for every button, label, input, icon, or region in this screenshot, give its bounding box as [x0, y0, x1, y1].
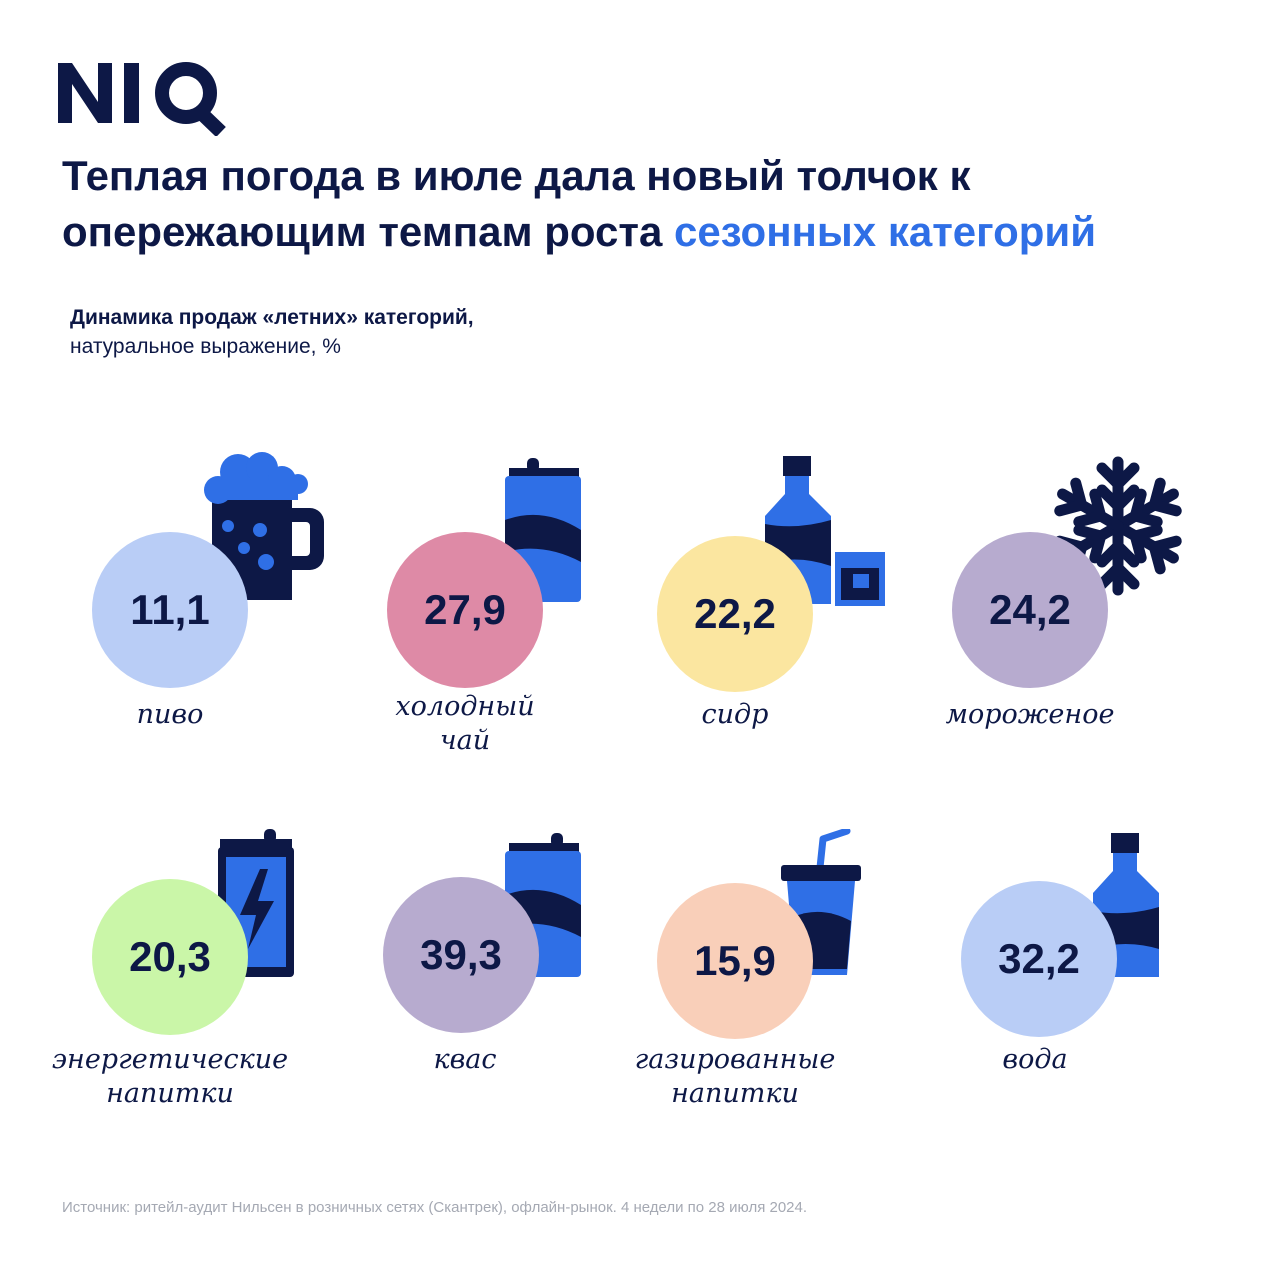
subtitle-line-1: Динамика продаж «летних» категорий,	[70, 306, 474, 329]
category-label: энергетические напитки	[40, 1043, 300, 1111]
value-circle: 22,2	[657, 536, 813, 692]
title-highlight: сезонных категорий	[673, 208, 1097, 255]
label-line: квас	[433, 1044, 497, 1075]
category-item: 27,9 холодный чай	[335, 450, 595, 756]
category-item: 24,2 мороженое	[900, 450, 1160, 730]
value-circle: 39,3	[383, 877, 539, 1033]
category-item: 22,2 сидр	[605, 450, 885, 732]
category-label: сидр	[605, 698, 865, 732]
category-item: 39,3 квас	[335, 825, 595, 1105]
category-label: квас	[335, 1043, 595, 1077]
value-label: 11,1	[130, 586, 210, 633]
subtitle-line-2: натуральное выражение, %	[70, 335, 341, 358]
chart-subtitle: Динамика продаж «летних» категорий, нату…	[70, 303, 474, 361]
category-label: пиво	[40, 698, 300, 732]
value-circle: 32,2	[961, 881, 1117, 1037]
value-label: 22,2	[694, 590, 776, 637]
source-note: Источник: ритейл-аудит Нильсен в розничн…	[62, 1199, 808, 1216]
value-label: 20,3	[129, 933, 211, 980]
soda-cup-icon	[781, 829, 861, 975]
value-label: 15,9	[694, 937, 776, 984]
label-line: газированные	[634, 1044, 836, 1075]
energy-can-icon	[218, 829, 294, 977]
snowflake-icon	[1046, 456, 1190, 598]
niq-logo	[58, 62, 226, 136]
category-label: газированные напитки	[605, 1043, 865, 1111]
page-title: Теплая погода в июле дала новый толчок к…	[62, 148, 1242, 260]
label-line: мороженое	[945, 699, 1115, 730]
label-line: пиво	[136, 699, 204, 730]
title-text: Теплая погода в июле дала новый толчок к…	[62, 152, 971, 255]
value-circle: 24,2	[952, 532, 1108, 688]
value-label: 24,2	[989, 586, 1071, 633]
label-line: энергетические	[51, 1044, 289, 1075]
bottle-glass-icon	[765, 456, 885, 606]
value-circle: 20,3	[92, 879, 248, 1035]
label-line: напитки	[671, 1078, 799, 1109]
label-line: вода	[1002, 1044, 1068, 1075]
label-line: холодный	[395, 691, 535, 722]
value-circle: 27,9	[387, 532, 543, 688]
category-item: 32,2 вода	[905, 825, 1165, 1105]
value-circle: 15,9	[657, 883, 813, 1039]
label-line: чай	[439, 725, 491, 756]
category-item: 20,3 энергетические напитки	[40, 825, 300, 1109]
value-circle: 11,1	[92, 532, 248, 688]
category-item: 11,1 пиво	[40, 450, 324, 732]
category-label: холодный чай	[335, 690, 595, 758]
value-label: 32,2	[998, 935, 1080, 982]
value-label: 27,9	[424, 586, 506, 633]
category-item: 15,9 газированные напитки	[605, 825, 865, 1109]
label-line: напитки	[106, 1078, 234, 1109]
category-label: мороженое	[900, 698, 1160, 732]
label-line: сидр	[701, 699, 769, 730]
value-label: 39,3	[420, 931, 502, 978]
category-label: вода	[905, 1043, 1165, 1077]
